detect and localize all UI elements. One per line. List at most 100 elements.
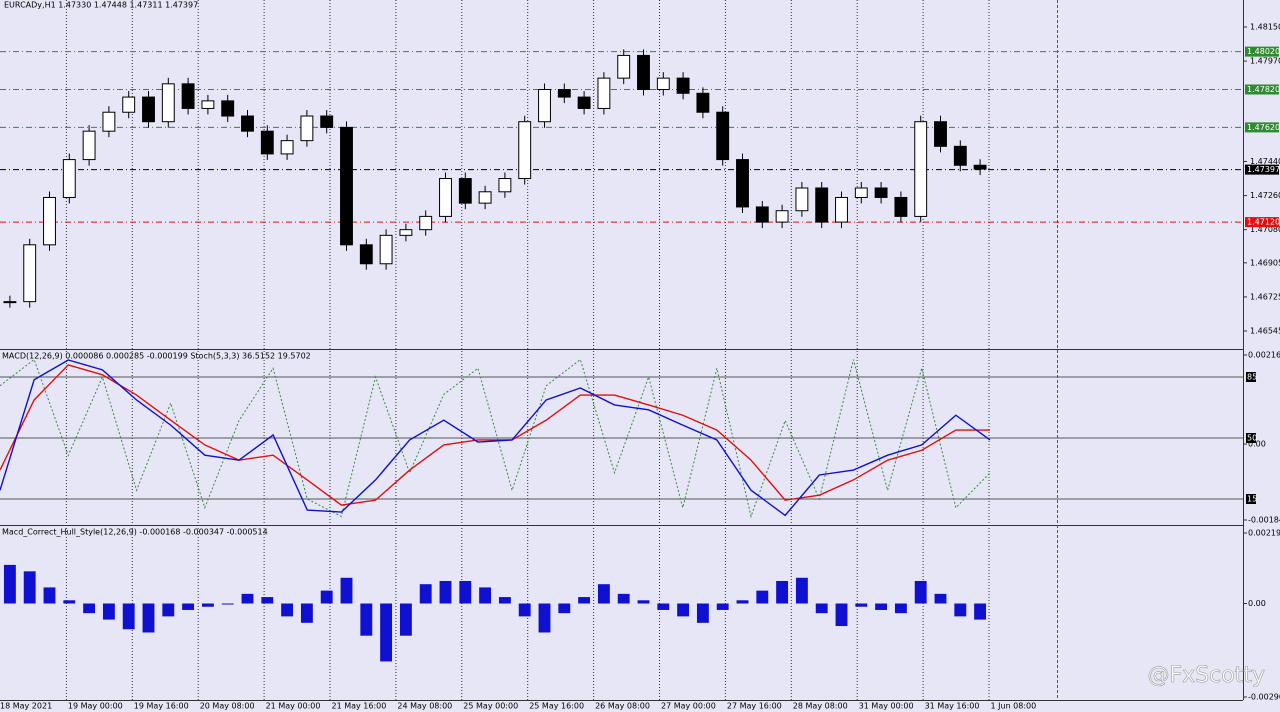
hull-bar bbox=[162, 603, 175, 617]
price-level-label: 1.47620 bbox=[1247, 123, 1280, 132]
hull-bar bbox=[855, 603, 868, 607]
time-label: 31 May 00:00 bbox=[859, 702, 914, 711]
hull-bar bbox=[380, 603, 393, 662]
time-label: 21 May 16:00 bbox=[332, 702, 387, 711]
time-label: 19 May 00:00 bbox=[68, 702, 123, 711]
candle bbox=[597, 77, 611, 109]
time-label: 21 May 00:00 bbox=[266, 702, 321, 711]
price-tick-label: 1.47080 bbox=[1250, 225, 1280, 234]
time-label: 27 May 00:00 bbox=[661, 702, 716, 711]
hull-bar bbox=[795, 577, 808, 604]
hull-bar bbox=[835, 603, 848, 627]
candle bbox=[854, 187, 868, 198]
watermark: @FxScotty bbox=[1148, 663, 1265, 688]
stoch-level-label: 15 bbox=[1247, 495, 1257, 504]
price-level-box bbox=[1245, 122, 1279, 133]
price-tick-label: 1.47970 bbox=[1250, 57, 1280, 66]
candle bbox=[221, 100, 235, 117]
hull-bar bbox=[696, 603, 709, 623]
price-level-box bbox=[1245, 217, 1279, 228]
candle bbox=[439, 178, 452, 217]
hull-bar bbox=[340, 577, 353, 604]
time-label: 25 May 16:00 bbox=[529, 702, 584, 711]
hull-bar bbox=[894, 603, 907, 614]
candle bbox=[161, 83, 175, 123]
hull-bar bbox=[677, 603, 690, 617]
candle bbox=[538, 89, 551, 123]
candle bbox=[419, 215, 433, 231]
hull-bar bbox=[201, 603, 214, 607]
hull-bar bbox=[617, 593, 630, 604]
candle bbox=[241, 115, 254, 132]
price-tick-label: 1.47260 bbox=[1250, 191, 1280, 200]
hull-bar bbox=[756, 590, 769, 604]
hull-bar bbox=[83, 603, 96, 614]
candle bbox=[934, 121, 947, 147]
hull-label: Macd_Correct_Hull_Style(12,26,9) -0.0001… bbox=[2, 528, 268, 537]
candle bbox=[359, 244, 373, 265]
candle bbox=[815, 187, 829, 223]
candle bbox=[3, 301, 17, 304]
candle bbox=[914, 121, 928, 217]
hull-bar bbox=[974, 603, 987, 620]
stoch-level-label: 50 bbox=[1247, 434, 1257, 443]
hull-bar bbox=[518, 603, 531, 617]
hull-bar bbox=[360, 603, 373, 636]
price-tick-label: 1.47440 bbox=[1250, 157, 1280, 166]
price-level-box bbox=[1245, 46, 1279, 57]
candle bbox=[201, 100, 215, 109]
candle bbox=[755, 206, 769, 223]
stoch-level-box bbox=[1246, 494, 1256, 504]
candle bbox=[142, 96, 155, 123]
hull-bar bbox=[776, 580, 789, 604]
candle bbox=[835, 196, 848, 223]
stoch-line bbox=[0, 358, 991, 519]
hull-bar bbox=[716, 603, 729, 610]
hull-bar bbox=[23, 571, 36, 604]
candle bbox=[340, 126, 353, 246]
hull-bar bbox=[241, 593, 254, 604]
candle bbox=[122, 96, 136, 113]
hull-bar bbox=[221, 603, 234, 605]
hull-bar bbox=[142, 603, 155, 633]
hull-bar bbox=[934, 593, 947, 604]
hull-bar bbox=[320, 590, 333, 604]
candle bbox=[973, 164, 987, 170]
hull-bar bbox=[261, 597, 274, 604]
candle bbox=[458, 178, 472, 204]
price-level-label: 1.47820 bbox=[1247, 85, 1280, 94]
time-label: 18 May 2021 bbox=[0, 702, 52, 711]
price-level-label: 1.48020 bbox=[1247, 47, 1280, 56]
candle bbox=[320, 115, 334, 128]
hull-bar bbox=[498, 597, 511, 604]
time-label: 27 May 16:00 bbox=[727, 702, 782, 711]
candle bbox=[62, 159, 76, 198]
hull-bar bbox=[419, 584, 432, 604]
candle bbox=[557, 89, 571, 98]
time-label: 20 May 08:00 bbox=[200, 702, 255, 711]
stoch-level-label: 85 bbox=[1247, 373, 1257, 382]
candle bbox=[894, 196, 908, 217]
candle bbox=[82, 130, 96, 161]
time-label: 19 May 16:00 bbox=[134, 702, 189, 711]
hull-tick-label: -0.002905 bbox=[1248, 693, 1280, 702]
candle bbox=[696, 92, 710, 113]
hull-bar bbox=[578, 597, 591, 604]
hull-bar bbox=[43, 587, 56, 604]
hull-bar bbox=[538, 603, 551, 633]
symbol-header: EURCADy,H1 1.47330 1.47448 1.47311 1.473… bbox=[4, 1, 198, 10]
candle bbox=[577, 96, 591, 109]
candle bbox=[478, 191, 492, 204]
price-tick-label: 1.46905 bbox=[1250, 258, 1280, 267]
hull-bar bbox=[637, 600, 650, 604]
candle bbox=[300, 115, 314, 142]
signal-line bbox=[0, 364, 990, 506]
candle bbox=[637, 54, 650, 91]
stoch-level-box bbox=[1246, 433, 1256, 443]
price-tick-label: 1.48150 bbox=[1250, 23, 1280, 32]
hull-bar bbox=[439, 580, 452, 604]
hull-bar bbox=[815, 603, 828, 614]
candle bbox=[775, 210, 789, 223]
candle bbox=[280, 140, 294, 155]
macd-tick-label: 0.002161 bbox=[1248, 351, 1280, 360]
